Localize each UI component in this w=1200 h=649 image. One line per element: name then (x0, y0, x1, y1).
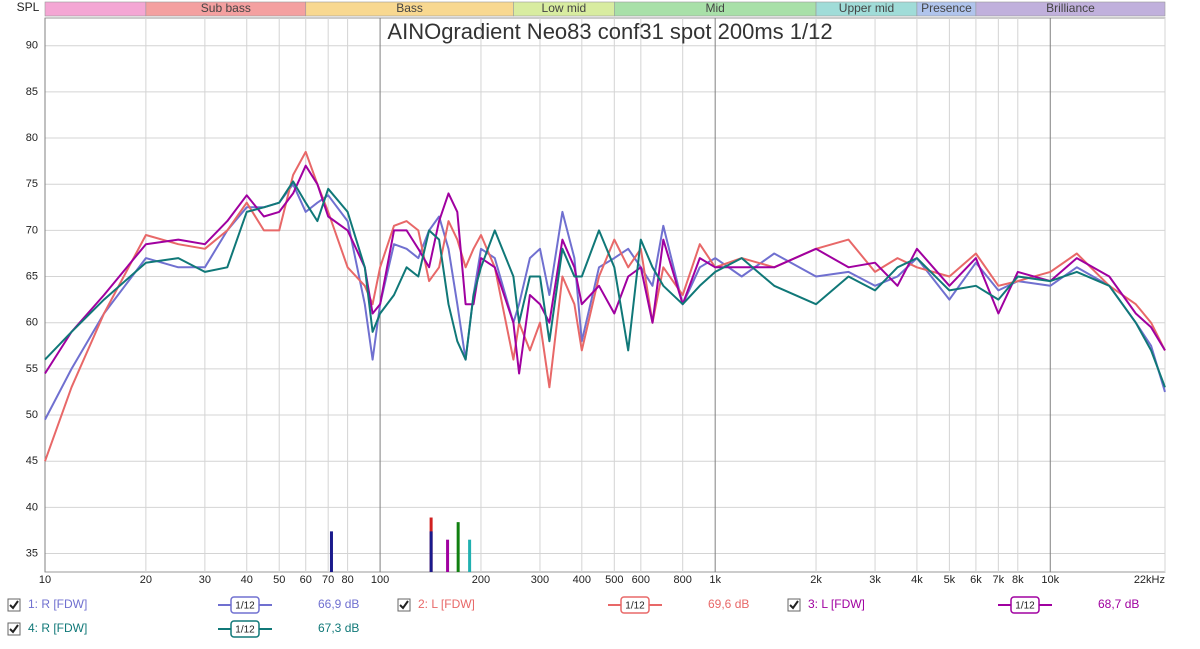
x-tick-label: 2k (810, 574, 822, 586)
x-tick-label: 20 (140, 574, 152, 586)
smoothing-label: 1/12 (625, 601, 645, 612)
x-tick-label: 200 (472, 574, 490, 586)
y-tick-label: 85 (26, 86, 38, 98)
legend-level: 69,6 dB (708, 597, 749, 611)
x-tick-label: 800 (674, 574, 692, 586)
x-tick-label: 3k (869, 574, 881, 586)
y-tick-label: 65 (26, 270, 38, 282)
x-tick-label: 22kHz (1134, 574, 1165, 586)
legend-name: 1: R [FDW] (28, 597, 87, 611)
marker (468, 539, 472, 572)
x-tick-label: 80 (341, 574, 353, 586)
smoothing-label: 1/12 (235, 601, 255, 612)
band-label: Bass (396, 1, 423, 15)
smoothing-label: 1/12 (235, 625, 255, 636)
smoothing-box[interactable] (230, 596, 260, 614)
y-axis-label: SPL (17, 0, 40, 14)
band-label: Low mid (542, 1, 587, 15)
band (44, 1, 147, 17)
x-tick-label: 400 (573, 574, 591, 586)
marker (329, 531, 333, 572)
chart-title: AINOgradient Neo83 conf31 spot 200ms 1/1… (387, 19, 832, 44)
checkbox-tick (9, 624, 19, 634)
legend-level: 68,7 dB (1098, 597, 1139, 611)
smoothing-label: 1/12 (1015, 601, 1035, 612)
band-label: Upper mid (839, 1, 894, 15)
y-tick-label: 75 (26, 178, 38, 190)
x-tick-label: 50 (273, 574, 285, 586)
x-tick-label: 4k (911, 574, 923, 586)
band (975, 1, 1166, 17)
smoothing-box[interactable] (620, 596, 650, 614)
x-tick-label: 6k (970, 574, 982, 586)
smoothing-box[interactable] (230, 620, 260, 638)
legend-level: 67,3 dB (318, 621, 359, 635)
y-tick-label: 60 (26, 317, 38, 329)
band-label: Brilliance (1046, 1, 1095, 15)
y-tick-label: 70 (26, 224, 38, 236)
x-tick-label: 8k (1012, 574, 1024, 586)
x-tick-label: 1k (709, 574, 721, 586)
series-line (44, 150, 1166, 462)
y-tick-label: 45 (26, 455, 38, 467)
legend-level: 66,9 dB (318, 597, 359, 611)
checkbox-tick (399, 600, 409, 610)
x-tick-label: 600 (632, 574, 650, 586)
smoothing-box[interactable] (1010, 596, 1040, 614)
legend-name: 4: R [FDW] (28, 621, 87, 635)
x-tick-label: 500 (605, 574, 623, 586)
band-label: Mid (706, 1, 725, 15)
x-tick-label: 10k (1041, 574, 1059, 586)
x-tick-label: 10 (39, 574, 51, 586)
legend-name: 3: L [FDW] (808, 597, 865, 611)
y-tick-label: 35 (26, 547, 38, 559)
band-label: Sub bass (201, 1, 251, 15)
x-tick-label: 5k (944, 574, 956, 586)
x-tick-label: 7k (993, 574, 1005, 586)
checkbox-tick (789, 600, 799, 610)
marker (456, 522, 460, 572)
x-tick-label: 40 (241, 574, 253, 586)
x-tick-label: 70 (322, 574, 334, 586)
y-tick-label: 55 (26, 363, 38, 375)
marker (446, 539, 450, 572)
x-tick-label: 30 (199, 574, 211, 586)
band-label: Presence (921, 1, 972, 15)
y-tick-label: 40 (26, 501, 38, 513)
x-tick-label: 300 (531, 574, 549, 586)
x-tick-label: 60 (300, 574, 312, 586)
y-tick-label: 80 (26, 132, 38, 144)
y-tick-label: 50 (26, 409, 38, 421)
marker (429, 531, 433, 572)
checkbox-tick (9, 600, 19, 610)
y-tick-label: 90 (26, 40, 38, 52)
legend-name: 2: L [FDW] (418, 597, 475, 611)
series-line (44, 180, 1166, 388)
x-tick-label: 100 (371, 574, 389, 586)
